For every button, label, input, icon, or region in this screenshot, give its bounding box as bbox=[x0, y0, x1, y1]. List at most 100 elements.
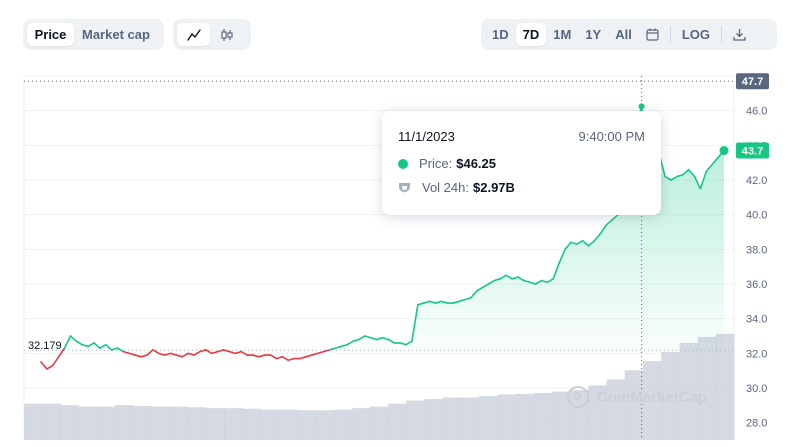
price-line-segment bbox=[175, 354, 184, 358]
price-line-segment bbox=[157, 352, 166, 356]
range-1y[interactable]: 1Y bbox=[585, 27, 602, 42]
price-line-segment bbox=[40, 361, 48, 370]
price-line-segment bbox=[417, 302, 425, 306]
volume-bar bbox=[388, 403, 407, 440]
price-line-segment bbox=[316, 350, 325, 355]
download-icon bbox=[733, 29, 746, 41]
volume-bar bbox=[60, 405, 80, 440]
price-line-segment bbox=[611, 213, 619, 221]
hover-point bbox=[638, 103, 645, 110]
price-line-segment bbox=[528, 281, 537, 285]
price-line-segment bbox=[352, 338, 360, 343]
volume-bar bbox=[642, 361, 662, 440]
range-1d[interactable]: 1D bbox=[492, 27, 509, 42]
price-line-segment bbox=[434, 300, 443, 304]
volume-bar bbox=[624, 370, 644, 440]
tooltip-volume-label: Vol 24h: bbox=[422, 180, 469, 195]
volume-bar bbox=[533, 392, 553, 440]
price-line-segment bbox=[110, 347, 119, 351]
candlestick-button[interactable] bbox=[210, 23, 243, 46]
volume-bar bbox=[151, 406, 171, 440]
coinmarketcap-logo-icon bbox=[567, 386, 589, 408]
download-button[interactable] bbox=[726, 23, 753, 46]
price-line-segment bbox=[134, 354, 142, 358]
tab-price[interactable]: Price bbox=[27, 23, 74, 46]
line-chart-icon bbox=[186, 28, 201, 41]
metric-switch: Price Market cap bbox=[23, 19, 164, 50]
y-tick-label: 36.0 bbox=[746, 279, 767, 291]
volume-bar bbox=[297, 410, 316, 440]
price-line-segment bbox=[305, 354, 313, 358]
y-tick-label: 30.0 bbox=[746, 383, 767, 395]
price-line-segment bbox=[275, 355, 284, 360]
price-line-segment bbox=[676, 174, 684, 178]
tab-market-cap[interactable]: Market cap bbox=[82, 27, 150, 42]
calendar-button[interactable] bbox=[639, 23, 666, 46]
volume-shield-icon bbox=[399, 183, 410, 193]
current-label: 43.7 bbox=[742, 146, 763, 158]
tooltip-volume-value: $2.97B bbox=[473, 180, 515, 195]
volume-bar bbox=[278, 409, 298, 440]
price-line-segment bbox=[364, 335, 372, 339]
tooltip-date: 11/1/2023 bbox=[398, 129, 455, 144]
high-badge bbox=[736, 73, 769, 90]
price-line-segment bbox=[523, 279, 531, 284]
price-line-segment bbox=[57, 347, 66, 358]
price-line-segment bbox=[287, 357, 295, 362]
chart-toolbar: Price Market cap 1D 7D 1M 1Y All bbox=[0, 0, 793, 70]
price-line-segment bbox=[281, 355, 290, 362]
tooltip-time: 9:40:00 PM bbox=[578, 129, 646, 144]
price-line-segment bbox=[517, 276, 525, 282]
baseline-label: 32.179 bbox=[28, 340, 62, 352]
range-7d[interactable]: 7D bbox=[515, 23, 547, 46]
price-line-segment bbox=[51, 355, 60, 367]
price-line-segment bbox=[576, 239, 584, 245]
volume-bar bbox=[242, 408, 262, 440]
price-line-segment bbox=[252, 354, 260, 358]
volume-bar bbox=[96, 406, 116, 440]
price-line-segment bbox=[322, 349, 331, 353]
price-line-segment bbox=[399, 342, 407, 346]
range-1m[interactable]: 1M bbox=[553, 27, 572, 42]
price-line-segment bbox=[375, 336, 384, 341]
price-line-segment bbox=[558, 248, 566, 265]
price-area bbox=[41, 106, 724, 351]
price-line-segment bbox=[128, 352, 137, 356]
price-line-segment bbox=[99, 343, 107, 349]
volume-bar bbox=[551, 391, 571, 440]
watermark-text: CoinMarketCap bbox=[597, 388, 708, 406]
price-line-segment bbox=[87, 342, 95, 348]
price-line-segment bbox=[93, 342, 101, 349]
price-line-segment bbox=[552, 262, 560, 280]
price-line-segment bbox=[593, 232, 602, 242]
price-line-segment bbox=[605, 219, 613, 226]
price-line-segment bbox=[334, 345, 343, 349]
price-line-segment bbox=[234, 350, 242, 355]
tooltip-price-label: Price: bbox=[419, 156, 453, 171]
volume-bar bbox=[333, 409, 353, 440]
price-line-segment bbox=[240, 350, 248, 356]
price-line-segment bbox=[311, 352, 319, 356]
volume-bar bbox=[661, 352, 680, 440]
price-line-segment bbox=[487, 279, 496, 285]
price-line-segment bbox=[46, 364, 54, 370]
price-line-segment bbox=[681, 168, 690, 176]
log-scale-button[interactable]: LOG bbox=[681, 27, 711, 42]
price-line-segment bbox=[493, 277, 502, 282]
price-line-segment bbox=[69, 335, 78, 343]
price-line-segment bbox=[464, 297, 472, 301]
volume-bar bbox=[606, 379, 626, 440]
price-line-segment bbox=[104, 343, 113, 351]
price-line-segment bbox=[670, 175, 678, 181]
price-line-segment bbox=[228, 350, 237, 355]
volume-bar bbox=[460, 397, 480, 440]
price-line-segment bbox=[411, 303, 419, 343]
price-line-segment bbox=[205, 349, 213, 355]
price-line-segment bbox=[546, 277, 555, 284]
range-all[interactable]: All bbox=[615, 27, 632, 42]
line-chart-button[interactable] bbox=[177, 23, 210, 46]
price-line-segment bbox=[405, 340, 413, 346]
current-badge bbox=[736, 142, 769, 159]
volume-bar bbox=[260, 409, 280, 440]
